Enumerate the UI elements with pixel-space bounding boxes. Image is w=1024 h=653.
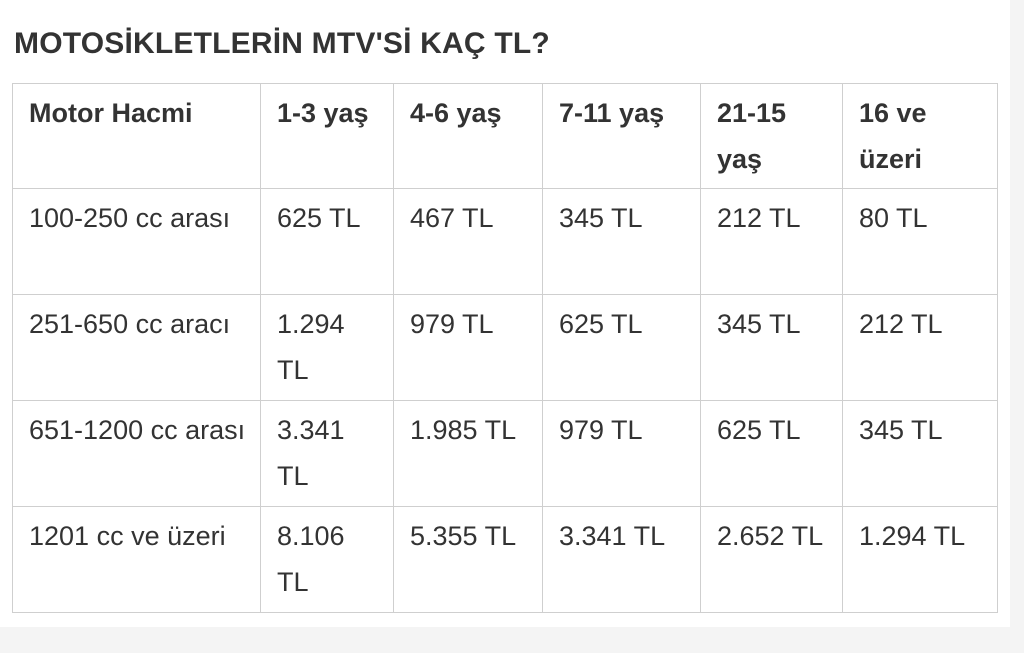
cell-tax-value: 345 TL bbox=[842, 400, 998, 507]
cell-engine-size: 651-1200 cc arası bbox=[12, 400, 261, 507]
cell-tax-value: 979 TL bbox=[393, 294, 543, 401]
cell-tax-value: 1.294 TL bbox=[842, 506, 998, 613]
header-age-16-plus: 16 ve üzeri bbox=[842, 83, 998, 189]
mtv-table: Motor Hacmi 1-3 yaş 4-6 yaş 7-11 yaş 21-… bbox=[12, 83, 998, 613]
table-row: 100-250 cc arası 625 TL 467 TL 345 TL 21… bbox=[12, 188, 998, 295]
cell-tax-value: 625 TL bbox=[542, 294, 701, 401]
header-age-7-11: 7-11 yaş bbox=[542, 83, 701, 189]
page-bottom-background bbox=[0, 627, 1024, 653]
cell-tax-value: 625 TL bbox=[700, 400, 843, 507]
table-row: 251-650 cc aracı 1.294 TL 979 TL 625 TL … bbox=[12, 294, 998, 401]
cell-tax-value: 1.294 TL bbox=[260, 294, 394, 401]
cell-tax-value: 5.355 TL bbox=[393, 506, 543, 613]
cell-tax-value: 2.652 TL bbox=[700, 506, 843, 613]
cell-engine-size: 1201 cc ve üzeri bbox=[12, 506, 261, 613]
cell-tax-value: 212 TL bbox=[700, 188, 843, 295]
cell-tax-value: 345 TL bbox=[542, 188, 701, 295]
cell-tax-value: 80 TL bbox=[842, 188, 998, 295]
header-motor-hacmi: Motor Hacmi bbox=[12, 83, 261, 189]
cell-tax-value: 979 TL bbox=[542, 400, 701, 507]
cell-tax-value: 467 TL bbox=[393, 188, 543, 295]
header-age-4-6: 4-6 yaş bbox=[393, 83, 543, 189]
table-row: 1201 cc ve üzeri 8.106 TL 5.355 TL 3.341… bbox=[12, 506, 998, 613]
header-age-1-3: 1-3 yaş bbox=[260, 83, 394, 189]
cell-tax-value: 3.341 TL bbox=[542, 506, 701, 613]
page-side-background bbox=[1010, 0, 1024, 653]
cell-tax-value: 1.985 TL bbox=[393, 400, 543, 507]
cell-tax-value: 345 TL bbox=[700, 294, 843, 401]
page-title: MOTOSİKLETLERİN MTV'Sİ KAÇ TL? bbox=[14, 27, 550, 60]
cell-tax-value: 625 TL bbox=[260, 188, 394, 295]
cell-tax-value: 212 TL bbox=[842, 294, 998, 401]
cell-engine-size: 251-650 cc aracı bbox=[12, 294, 261, 401]
table-header-row: Motor Hacmi 1-3 yaş 4-6 yaş 7-11 yaş 21-… bbox=[12, 83, 998, 189]
cell-tax-value: 8.106 TL bbox=[260, 506, 394, 613]
cell-engine-size: 100-250 cc arası bbox=[12, 188, 261, 295]
cell-tax-value: 3.341 TL bbox=[260, 400, 394, 507]
table-row: 651-1200 cc arası 3.341 TL 1.985 TL 979 … bbox=[12, 400, 998, 507]
header-age-21-15: 21-15 yaş bbox=[700, 83, 843, 189]
